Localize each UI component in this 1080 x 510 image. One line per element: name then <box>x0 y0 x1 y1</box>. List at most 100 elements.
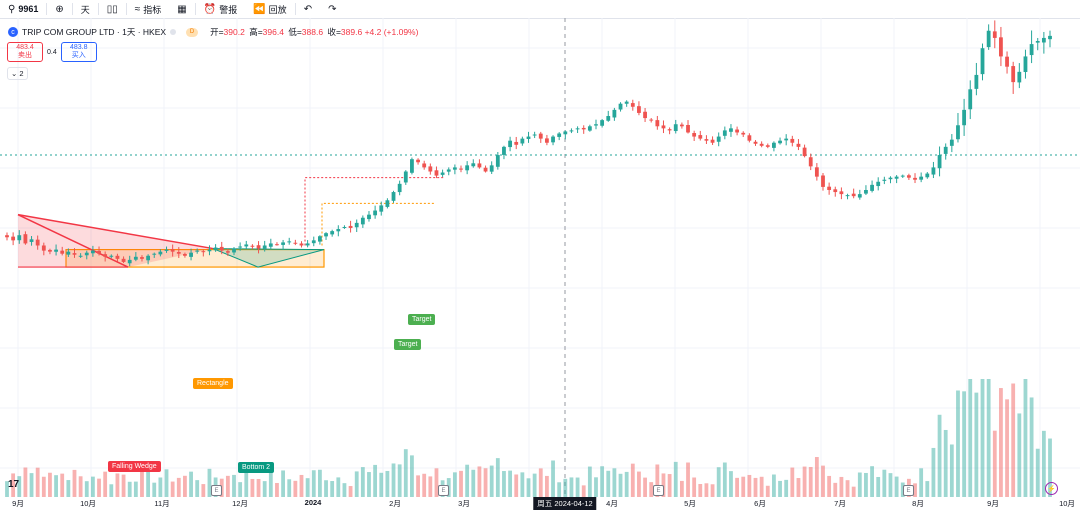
candle[interactable] <box>992 31 997 38</box>
candle[interactable] <box>262 245 267 249</box>
rectangle-label[interactable]: Rectangle <box>193 378 233 389</box>
candle[interactable] <box>213 247 218 251</box>
candle[interactable] <box>698 135 703 139</box>
candle[interactable] <box>170 249 175 252</box>
candle[interactable] <box>741 132 746 135</box>
candle[interactable] <box>802 147 807 157</box>
earnings-badge[interactable]: E <box>653 485 664 496</box>
alert-button[interactable]: ⏰ 警报 <box>196 0 245 18</box>
candle[interactable] <box>986 30 991 48</box>
candle[interactable] <box>360 217 365 225</box>
candle[interactable] <box>581 127 586 130</box>
candle[interactable] <box>90 250 95 254</box>
candle[interactable] <box>545 138 549 143</box>
candle[interactable] <box>446 169 451 172</box>
candle[interactable] <box>422 163 427 168</box>
candle[interactable] <box>913 177 917 180</box>
candle[interactable] <box>317 236 322 242</box>
interval-button[interactable]: 天 <box>73 0 98 18</box>
candle[interactable] <box>17 235 22 241</box>
candle[interactable] <box>287 241 292 243</box>
candle[interactable] <box>176 252 181 254</box>
candle[interactable] <box>103 254 108 257</box>
candle[interactable] <box>673 124 678 132</box>
candle[interactable] <box>784 138 789 141</box>
candle[interactable] <box>753 141 758 144</box>
candle[interactable] <box>311 240 316 244</box>
candle[interactable] <box>183 253 187 256</box>
candle[interactable] <box>207 249 212 252</box>
candle[interactable] <box>459 168 463 170</box>
candle[interactable] <box>870 184 874 191</box>
candle[interactable] <box>1041 37 1046 43</box>
candle[interactable] <box>532 134 537 136</box>
candle[interactable] <box>72 253 77 255</box>
candle[interactable] <box>324 233 328 237</box>
candle[interactable] <box>1048 35 1052 40</box>
candle[interactable] <box>293 242 298 244</box>
candle[interactable] <box>78 255 83 257</box>
candle[interactable] <box>195 250 200 252</box>
target-label-1[interactable]: Target <box>408 314 436 325</box>
candle[interactable] <box>299 243 304 246</box>
candle[interactable] <box>348 225 353 229</box>
candle[interactable] <box>1023 56 1028 73</box>
candle[interactable] <box>219 246 224 251</box>
candle[interactable] <box>416 159 420 163</box>
candle[interactable] <box>624 101 629 104</box>
lightning-icon[interactable]: ⚡ <box>1045 482 1058 495</box>
candle[interactable] <box>594 124 598 126</box>
layouts-button[interactable]: ▦ <box>169 0 194 18</box>
candle[interactable] <box>772 142 776 148</box>
candle[interactable] <box>60 250 65 254</box>
candle[interactable] <box>97 250 101 254</box>
candle[interactable] <box>999 37 1003 57</box>
candle[interactable] <box>655 120 660 127</box>
candle[interactable] <box>121 258 126 262</box>
candle[interactable] <box>508 140 512 148</box>
target-label-2[interactable]: Target <box>394 339 422 350</box>
candle[interactable] <box>41 245 46 251</box>
candle[interactable] <box>84 252 89 256</box>
candle[interactable] <box>520 138 525 144</box>
candle[interactable] <box>956 125 960 140</box>
candle[interactable] <box>489 165 494 172</box>
falling-wedge-label[interactable]: Falling Wedge <box>108 461 161 472</box>
candle[interactable] <box>465 165 470 171</box>
indicators-button[interactable]: ≈ 指标 <box>127 0 170 18</box>
candle[interactable] <box>716 136 721 142</box>
candle[interactable] <box>729 128 733 132</box>
candle[interactable] <box>575 128 580 130</box>
candle[interactable] <box>851 193 856 197</box>
earnings-badge[interactable]: E <box>211 485 222 496</box>
compare-button[interactable]: ⊕ <box>47 0 71 18</box>
candle[interactable] <box>428 166 433 172</box>
candle[interactable] <box>35 239 40 246</box>
candle[interactable] <box>336 229 341 232</box>
candle[interactable] <box>937 155 942 169</box>
candle[interactable] <box>452 167 457 170</box>
candle[interactable] <box>900 175 905 177</box>
bottom-pattern[interactable] <box>212 248 325 268</box>
candle[interactable] <box>483 167 488 172</box>
candle[interactable] <box>600 120 605 126</box>
candle[interactable] <box>833 189 838 193</box>
earnings-badge[interactable]: E <box>903 485 914 496</box>
candle[interactable] <box>949 139 954 146</box>
candle[interactable] <box>115 255 120 259</box>
candle[interactable] <box>857 194 862 198</box>
candle[interactable] <box>735 129 740 133</box>
candle[interactable] <box>526 136 531 139</box>
candle[interactable] <box>765 145 770 147</box>
undo-button[interactable]: ↶ <box>296 0 320 18</box>
candle[interactable] <box>403 171 408 183</box>
candle[interactable] <box>569 130 574 132</box>
candle[interactable] <box>164 249 169 251</box>
candle[interactable] <box>612 109 617 118</box>
candle[interactable] <box>814 167 819 177</box>
time-axis[interactable]: 9月 10月 11月 12月 2024 2月 3月 4月 5月 6月 7月 8月… <box>0 497 1080 510</box>
candle[interactable] <box>747 135 752 141</box>
candle[interactable] <box>931 167 936 175</box>
candle[interactable] <box>238 246 243 248</box>
candle[interactable] <box>637 106 641 113</box>
